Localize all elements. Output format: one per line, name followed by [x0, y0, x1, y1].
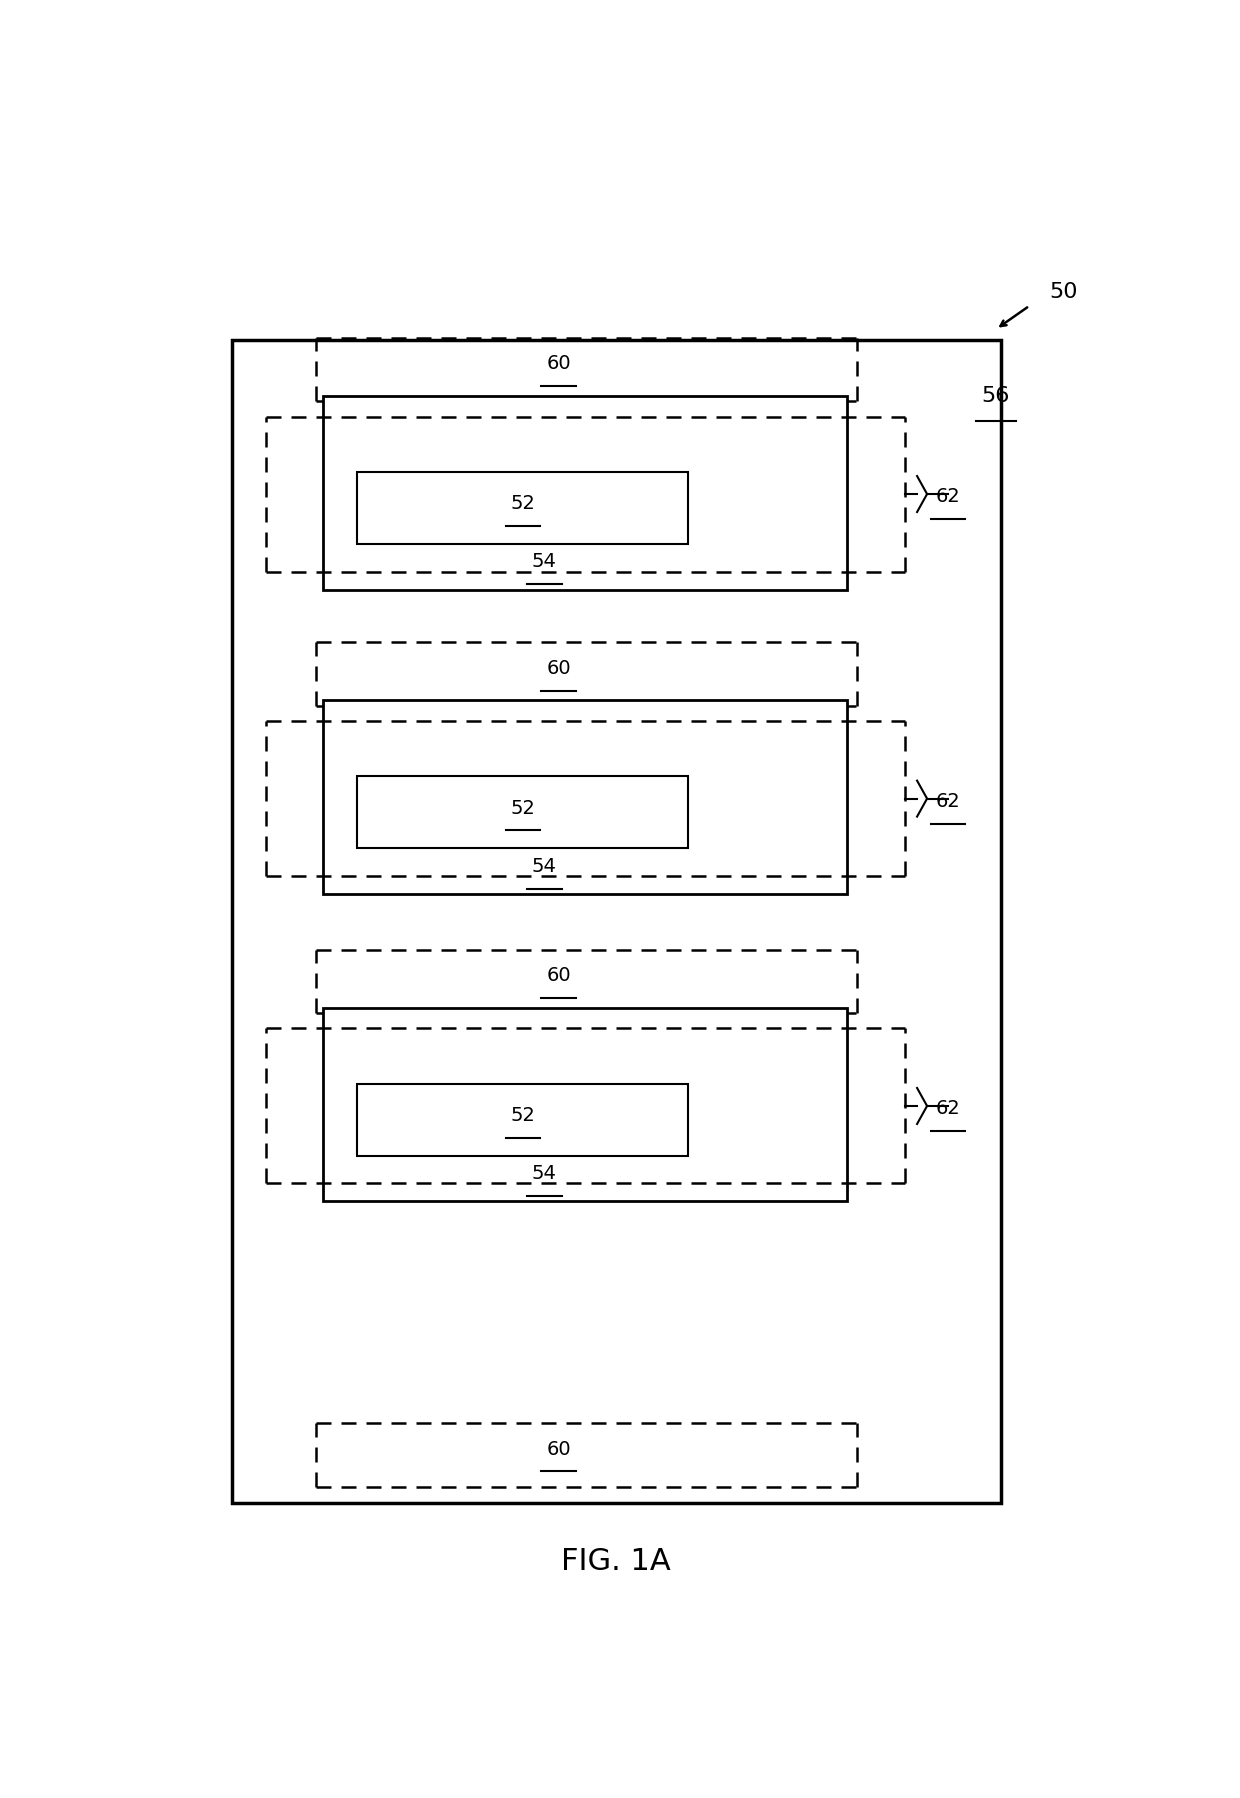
Text: 56: 56	[982, 387, 1011, 406]
Text: 52: 52	[511, 798, 536, 818]
Text: 54: 54	[532, 552, 557, 572]
Bar	[324, 1007, 847, 1201]
Text: 62: 62	[935, 791, 960, 811]
Bar	[324, 396, 847, 590]
Text: 60: 60	[547, 354, 570, 374]
Bar	[357, 777, 688, 849]
Text: 52: 52	[511, 494, 536, 512]
Bar	[357, 1084, 688, 1156]
Bar	[232, 340, 1001, 1503]
Text: 62: 62	[935, 487, 960, 507]
Bar	[324, 699, 847, 894]
Text: 52: 52	[511, 1106, 536, 1126]
Text: 54: 54	[532, 1165, 557, 1183]
Bar	[357, 471, 688, 543]
Text: 60: 60	[547, 660, 570, 678]
Text: 50: 50	[1049, 282, 1078, 302]
Text: 54: 54	[532, 858, 557, 876]
Text: 60: 60	[547, 1440, 570, 1458]
Text: 60: 60	[547, 966, 570, 985]
Text: FIG. 1A: FIG. 1A	[562, 1546, 671, 1577]
Text: 62: 62	[935, 1099, 960, 1118]
